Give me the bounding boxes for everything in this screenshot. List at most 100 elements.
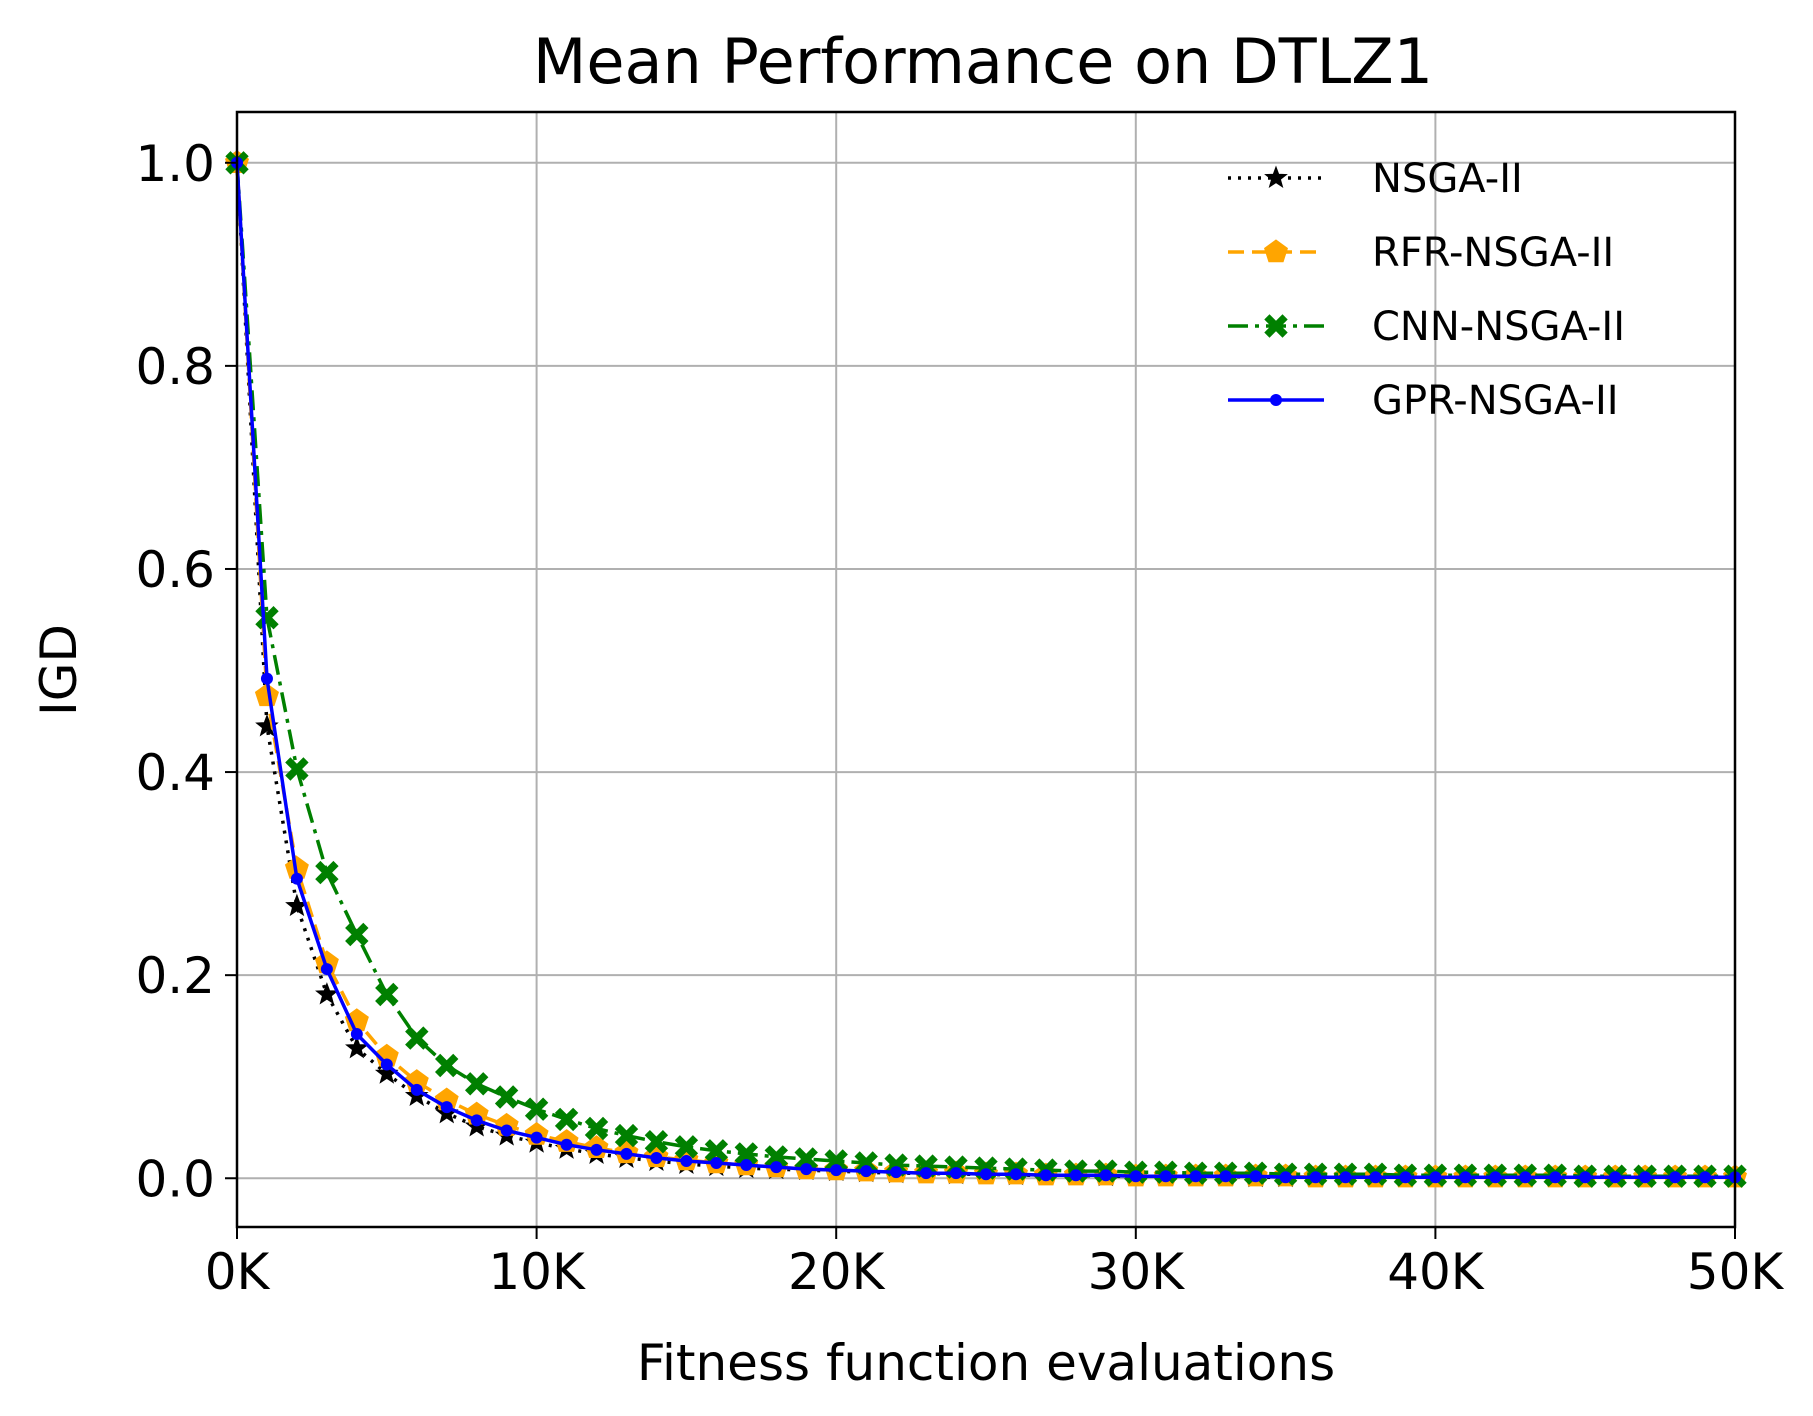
- axis-ticks: 0K 10K 20K 30K 40K 50K 0.0 0.2 0.4 0.6 0.8 1.0: [135, 135, 1784, 1301]
- data-point: [524, 1097, 549, 1121]
- data-point: [1639, 1171, 1652, 1184]
- y-tick-label: 0.6: [135, 541, 215, 599]
- data-point: [530, 1131, 543, 1144]
- data-point: [584, 1116, 609, 1141]
- data-point: [1189, 1170, 1202, 1183]
- plot-frame: [235, 110, 1737, 1229]
- legend-item: CNN-NSGA-II: [1228, 304, 1625, 350]
- data-point: [1669, 1171, 1682, 1184]
- data-point: [1219, 1170, 1232, 1183]
- legend-label: GPR-NSGA-II: [1372, 378, 1619, 424]
- data-point: [740, 1159, 753, 1172]
- y-tick-label: 0.0: [135, 1150, 215, 1208]
- series-line: [235, 162, 1735, 1178]
- data-point: [890, 1166, 903, 1179]
- data-point: [770, 1161, 783, 1174]
- data-point: [554, 1107, 579, 1132]
- legend-label: NSGA-II: [1372, 156, 1523, 202]
- y-tick-label: 0.8: [135, 338, 215, 396]
- data-point: [320, 963, 333, 976]
- grid: [236, 112, 1736, 1227]
- data-point: [1129, 1170, 1142, 1183]
- data-point: [860, 1165, 873, 1178]
- legend-item: GPR-NSGA-II: [1228, 378, 1619, 424]
- x-tick-label: 0K: [205, 1243, 271, 1301]
- data-point: [1579, 1171, 1592, 1184]
- data-point: [710, 1157, 723, 1170]
- data-point: [1429, 1171, 1442, 1184]
- chart-title: Mean Performance on DTLZ1: [533, 25, 1433, 98]
- data-point: [315, 982, 339, 1005]
- data-point: [1099, 1169, 1112, 1182]
- data-point: [824, 1149, 848, 1173]
- data-point: [704, 1139, 729, 1163]
- data-point: [620, 1147, 633, 1160]
- data-point: [345, 1035, 369, 1059]
- data-point: [405, 1026, 429, 1050]
- data-point: [920, 1167, 933, 1180]
- data-point: [614, 1123, 639, 1148]
- data-point: [800, 1163, 813, 1176]
- legend-item: RFR-NSGA-II: [1228, 230, 1614, 276]
- data-point: [1039, 1169, 1052, 1182]
- legend-item: NSGA-II: [1228, 156, 1523, 202]
- data-point: [1159, 1170, 1172, 1183]
- data-point: [315, 860, 339, 885]
- data-point: [1339, 1171, 1352, 1184]
- data-point: [1549, 1171, 1562, 1184]
- data-point: [464, 1072, 489, 1096]
- legend: NSGA-II RFR-NSGA-II CNN-NSGA-II GPR-NSGA-II: [1228, 156, 1625, 424]
- data-point: [1069, 1169, 1082, 1182]
- data-point: [1519, 1171, 1532, 1184]
- y-tick-label: 0.2: [135, 947, 215, 1005]
- data-point: [440, 1101, 453, 1114]
- data-point: [680, 1154, 693, 1167]
- data-point: [1009, 1168, 1022, 1181]
- data-point: [794, 1147, 818, 1171]
- data-point: [380, 1058, 393, 1071]
- legend-marker: [1270, 394, 1282, 406]
- x-tick-label: 50K: [1687, 1243, 1785, 1301]
- data-point: [1459, 1171, 1472, 1184]
- legend-marker: [1264, 239, 1288, 263]
- data-point: [1309, 1171, 1322, 1184]
- data-point: [650, 1151, 663, 1164]
- data-point: [830, 1164, 843, 1177]
- data-point: [350, 1028, 363, 1041]
- data-point: [1279, 1171, 1292, 1184]
- y-tick-label: 0.4: [135, 744, 215, 802]
- legend-marker: [1264, 165, 1288, 189]
- data-point: [590, 1143, 603, 1156]
- data-point: [470, 1114, 483, 1127]
- data-point: [500, 1124, 513, 1137]
- data-point: [290, 872, 303, 885]
- data-point: [434, 1053, 459, 1078]
- plot-series: [225, 150, 1747, 1188]
- series-gpr-nsga-ii: [231, 156, 1741, 1184]
- data-point: [980, 1168, 992, 1181]
- data-point: [345, 922, 369, 947]
- x-axis-label: Fitness function evaluations: [637, 1334, 1335, 1392]
- x-tick-label: 40K: [1387, 1243, 1485, 1301]
- x-tick-label: 10K: [488, 1243, 586, 1301]
- data-point: [260, 672, 273, 685]
- data-point: [1699, 1171, 1712, 1184]
- data-point: [254, 683, 279, 707]
- data-point: [375, 982, 399, 1007]
- data-point: [734, 1142, 759, 1166]
- data-point: [410, 1083, 423, 1096]
- x-tick-label: 30K: [1088, 1243, 1186, 1301]
- data-point: [560, 1138, 573, 1151]
- data-point: [1399, 1171, 1412, 1184]
- y-axis-label: IGD: [30, 624, 88, 716]
- data-point: [674, 1135, 699, 1159]
- y-tick-label: 1.0: [135, 135, 215, 193]
- data-point: [644, 1129, 669, 1154]
- data-point: [285, 757, 309, 781]
- data-point: [494, 1085, 519, 1109]
- legend-marker: [1264, 314, 1288, 338]
- data-point: [1489, 1171, 1502, 1184]
- legend-label: CNN-NSGA-II: [1372, 304, 1625, 350]
